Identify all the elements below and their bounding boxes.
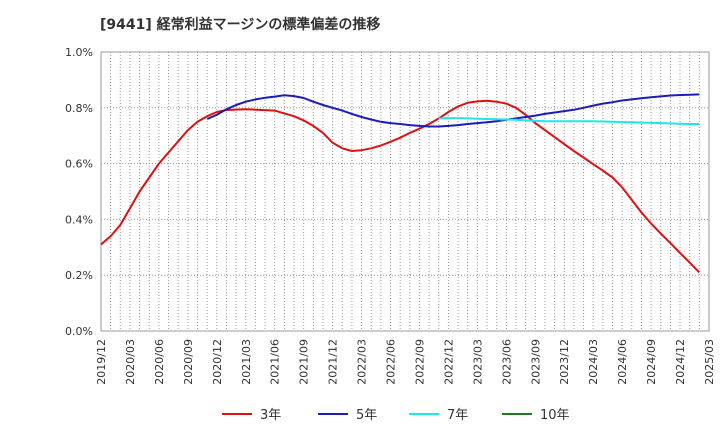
x-tick-label: 2023/03: [471, 339, 484, 385]
x-tick-label: 2023/12: [558, 339, 571, 385]
series-line: [206, 93, 700, 128]
x-tick-label: 2020/06: [153, 339, 166, 385]
y-tick-label: 0.4%: [65, 213, 93, 226]
series-line: [438, 117, 700, 125]
chart-title: [9441] 経常利益マージンの標準偏差の推移: [100, 17, 381, 33]
y-tick-label: 1.0%: [65, 46, 93, 59]
x-tick-label: 2022/03: [356, 339, 369, 385]
y-tick-label: 0.8%: [65, 102, 93, 115]
x-tick-label: 2022/06: [385, 339, 398, 385]
legend-label: 5年: [356, 408, 377, 423]
x-tick-label: 2023/09: [529, 339, 542, 385]
x-tick-label: 2021/03: [240, 339, 253, 385]
plot-frame: [100, 51, 710, 332]
x-tick-label: 2020/03: [124, 339, 137, 385]
x-tick-label: 2022/09: [413, 339, 426, 385]
x-axis-ticks: 2019/12 2020/03 2020/06 2020/09 2020/12 2021/…: [95, 339, 716, 385]
grid-layer: [101, 52, 709, 331]
legend-label: 10年: [540, 408, 570, 423]
x-tick-label: 2024/03: [587, 339, 600, 385]
x-tick-label: 2020/09: [182, 339, 195, 385]
y-axis-ticks: 0.0% 0.2% 0.4% 0.6% 0.8% 1.0%: [65, 46, 93, 338]
legend-label: 7年: [447, 408, 468, 423]
legend-label: 3年: [260, 408, 281, 423]
x-tick-label: 2024/06: [616, 339, 629, 385]
x-tick-label: 2021/12: [327, 339, 340, 385]
y-tick-label: 0.0%: [65, 325, 93, 338]
x-tick-label: 2024/09: [645, 339, 658, 385]
x-tick-label: 2019/12: [95, 339, 108, 385]
y-tick-label: 0.6%: [65, 158, 93, 171]
x-tick-label: 2021/09: [298, 339, 311, 385]
legend: 3年 5年 7年 10年: [222, 408, 570, 423]
series-layer: [100, 93, 701, 274]
x-tick-label: 2022/12: [442, 339, 455, 385]
x-tick-label: 2024/12: [674, 339, 687, 385]
x-tick-label: 2021/06: [269, 339, 282, 385]
series-line: [100, 99, 701, 274]
x-tick-label: 2025/03: [703, 339, 716, 385]
y-tick-label: 0.2%: [65, 269, 93, 282]
x-tick-label: 2023/06: [500, 339, 513, 385]
x-tick-label: 2020/12: [211, 339, 224, 385]
